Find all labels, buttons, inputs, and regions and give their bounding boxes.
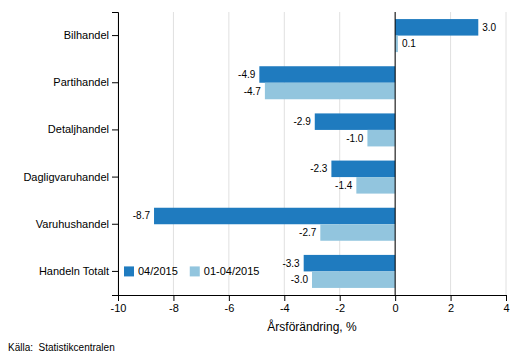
source: Källa: Statistikcentralen: [8, 342, 115, 353]
y-axis: Bilhandel Partihandel Detaljhandel Dagligva…: [23, 13, 118, 296]
data-label: -3.3: [282, 258, 300, 269]
legend: 04/2015 01-04/2015: [124, 265, 259, 277]
legend-label: 01-04/2015: [204, 265, 260, 277]
bar: [356, 177, 395, 194]
x-axis-line: [119, 296, 507, 302]
y-tick-label: Partihandel: [53, 76, 109, 88]
legend-swatch: [190, 266, 200, 276]
data-label: -2.3: [310, 163, 328, 174]
y-tick-label: Varuhushandel: [36, 218, 109, 230]
x-tick-label: -10: [111, 302, 127, 314]
bar: [395, 19, 478, 36]
x-tick-label: 2: [448, 302, 454, 314]
y-tick-label: Handeln Totalt: [39, 265, 109, 277]
x-tick-label: -2: [335, 302, 345, 314]
grid-line: [284, 12, 285, 295]
x-tick-mark: [173, 295, 174, 301]
y-tick-label: Bilhandel: [64, 29, 109, 41]
y-axis-line: [112, 13, 119, 296]
x-axis: -10 -8 -6 -4 -2 0 2 4: [111, 295, 510, 314]
bars: [154, 19, 478, 288]
x-tick: 2: [448, 295, 454, 314]
data-label: -4.7: [244, 86, 262, 97]
x-tick-label: -6: [224, 302, 234, 314]
y-tick: Partihandel: [53, 76, 118, 88]
chart: -10 -8 -6 -4 -2 0 2 4 Bilhandel Partihandel Detalj…: [0, 0, 530, 357]
x-tick-label: 4: [503, 302, 509, 314]
bar: [312, 271, 395, 288]
bar: [331, 161, 395, 178]
data-label: -1.4: [335, 180, 353, 191]
x-tick-mark: [506, 295, 507, 301]
y-tick-mark: [112, 224, 118, 225]
grid-line: [450, 12, 451, 295]
y-tick: Detaljhandel: [48, 123, 118, 135]
x-tick-mark: [284, 295, 285, 301]
data-label: 3.0: [482, 22, 496, 33]
x-tick-mark: [395, 295, 396, 301]
plot: -10 -8 -6 -4 -2 0 2 4 Bilhandel Partihandel Detalj…: [23, 12, 509, 314]
bar: [304, 255, 395, 272]
grid-line: [228, 12, 229, 295]
bar: [259, 66, 395, 83]
bar: [265, 83, 395, 100]
x-tick: 4: [503, 295, 509, 314]
data-label: -4.9: [238, 69, 256, 80]
y-tick: Varuhushandel: [36, 218, 118, 230]
y-tick-mark: [112, 271, 118, 272]
x-tick-mark: [229, 295, 230, 301]
grid-line: [395, 12, 396, 295]
x-tick-label: -8: [169, 302, 179, 314]
data-label: -1.0: [346, 133, 364, 144]
y-tick-label: Dagligvaruhandel: [23, 171, 109, 183]
y-tick-mark: [112, 177, 118, 178]
grid-line: [506, 12, 507, 295]
data-label: -2.7: [299, 227, 317, 238]
bar: [315, 113, 395, 130]
bar: [367, 130, 395, 147]
x-tick: -8: [169, 295, 179, 314]
x-tick: -10: [111, 295, 127, 314]
data-labels: -3.3 -8.7 -2.3 -2.9 -4.9 3.0 -3.0 -2.7 -1.4 -1.0 -…: [133, 22, 497, 285]
x-axis-title: Årsförändring, %: [267, 319, 357, 334]
data-label: 0.1: [402, 38, 416, 49]
y-tick-mark: [112, 35, 118, 36]
data-label: -3.0: [291, 274, 309, 285]
x-tick: -4: [280, 295, 290, 314]
grid: [118, 12, 506, 295]
y-tick-label: Detaljhandel: [48, 123, 109, 135]
legend-item: 04/2015: [124, 265, 178, 277]
grid-line: [339, 12, 340, 295]
y-tick-mark: [112, 82, 118, 83]
y-tick-mark: [112, 129, 118, 130]
x-tick-mark: [340, 295, 341, 301]
x-tick-mark: [451, 295, 452, 301]
y-tick: Dagligvaruhandel: [23, 171, 118, 183]
data-label: -2.9: [294, 116, 312, 127]
bar: [154, 208, 395, 225]
y-tick: Bilhandel: [64, 29, 118, 41]
data-label: -8.7: [133, 210, 151, 221]
x-tick: -6: [224, 295, 234, 314]
x-tick-label: -4: [280, 302, 290, 314]
bar: [320, 224, 395, 241]
x-tick: 0: [393, 295, 399, 314]
legend-item: 01-04/2015: [190, 265, 260, 277]
legend-label: 04/2015: [138, 265, 178, 277]
x-tick-label: 0: [393, 302, 399, 314]
x-tick: -2: [335, 295, 345, 314]
legend-swatch: [124, 266, 134, 276]
y-tick: Handeln Totalt: [39, 265, 118, 277]
grid-line: [173, 12, 174, 295]
zero-line: [395, 12, 396, 295]
